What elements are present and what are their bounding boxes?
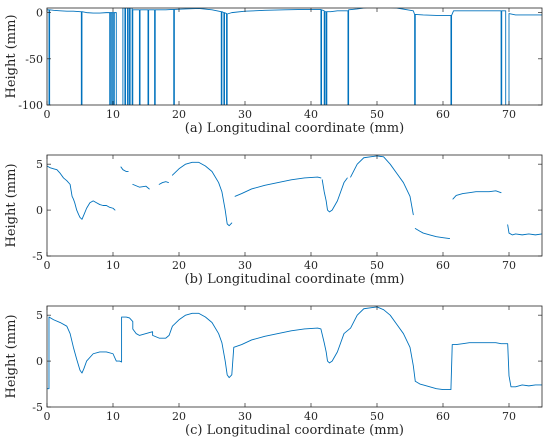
y-tick-label: 0 — [36, 204, 43, 217]
x-tick-label: 60 — [436, 259, 450, 272]
x-tick-label: 0 — [44, 259, 51, 272]
x-tick-label: 60 — [436, 410, 450, 423]
y-tick-label: 5 — [36, 158, 43, 171]
x-tick-label: 40 — [304, 410, 318, 423]
y-tick-label: -100 — [18, 99, 43, 112]
y-axis-label: Height (mm) — [4, 163, 19, 247]
series-line-b-11 — [507, 224, 542, 236]
subplot-a: 0 10 20 30 40 50 60 70 0 -50 -100 (a) Longitudinal … — [4, 7, 543, 136]
y-axis-label: Height (mm) — [4, 314, 19, 398]
series-group — [47, 8, 542, 105]
x-tick-label: 30 — [238, 259, 252, 272]
y-axis-label: Height (mm) — [4, 14, 19, 98]
x-tick-label: 70 — [502, 108, 516, 121]
series-line-a-1 — [47, 8, 542, 105]
x-tick-label: 20 — [172, 259, 186, 272]
x-tick-label: 50 — [370, 259, 384, 272]
x-tick-label: 50 — [370, 410, 384, 423]
x-tick-label: 10 — [106, 259, 120, 272]
series-line-b-6 — [234, 176, 322, 197]
series-line-b-3 — [132, 183, 150, 190]
y-tick-label: -5 — [32, 250, 43, 263]
x-tick-label: 10 — [106, 108, 120, 121]
y-tick-label: 0 — [36, 355, 43, 368]
x-tick-label: 70 — [502, 259, 516, 272]
y-tick-label: -5 — [32, 401, 43, 414]
series-line-b-10 — [452, 190, 502, 200]
x-tick-label: 10 — [106, 410, 120, 423]
x-tick-label: 40 — [304, 108, 318, 121]
x-tick-label: 0 — [44, 108, 51, 121]
y-tick-label: -50 — [25, 53, 43, 66]
axes-frame — [46, 7, 543, 106]
series-line-b-1 — [47, 165, 116, 220]
x-axis-label: (b) Longitudinal coordinate (mm) — [185, 272, 405, 287]
x-tick-label: 30 — [238, 108, 252, 121]
series-group — [47, 155, 542, 239]
x-tick-label: 0 — [44, 410, 51, 423]
y-tick-label: 5 — [36, 309, 43, 322]
series-line-b-4 — [158, 181, 169, 185]
x-tick-label: 40 — [304, 259, 318, 272]
x-tick-label: 70 — [502, 410, 516, 423]
axes-frame — [46, 305, 543, 408]
x-axis-label: (a) Longitudinal coordinate (mm) — [185, 121, 404, 136]
series-line-b-7 — [321, 177, 348, 213]
x-axis-label: (c) Longitudinal coordinate (mm) — [185, 423, 404, 438]
series-line-b-9 — [414, 228, 451, 239]
series-line-b-8 — [350, 155, 414, 216]
x-tick-label: 30 — [238, 410, 252, 423]
series-group — [47, 306, 542, 390]
x-tick-label: 20 — [172, 108, 186, 121]
series-line-b-2 — [120, 166, 129, 172]
axes-frame — [46, 154, 543, 257]
y-tick-label: 0 — [36, 7, 43, 20]
series-line-b-5 — [171, 161, 233, 227]
series-line-c-1 — [47, 306, 542, 390]
x-tick-label: 60 — [436, 108, 450, 121]
x-tick-label: 20 — [172, 410, 186, 423]
x-tick-label: 50 — [370, 108, 384, 121]
